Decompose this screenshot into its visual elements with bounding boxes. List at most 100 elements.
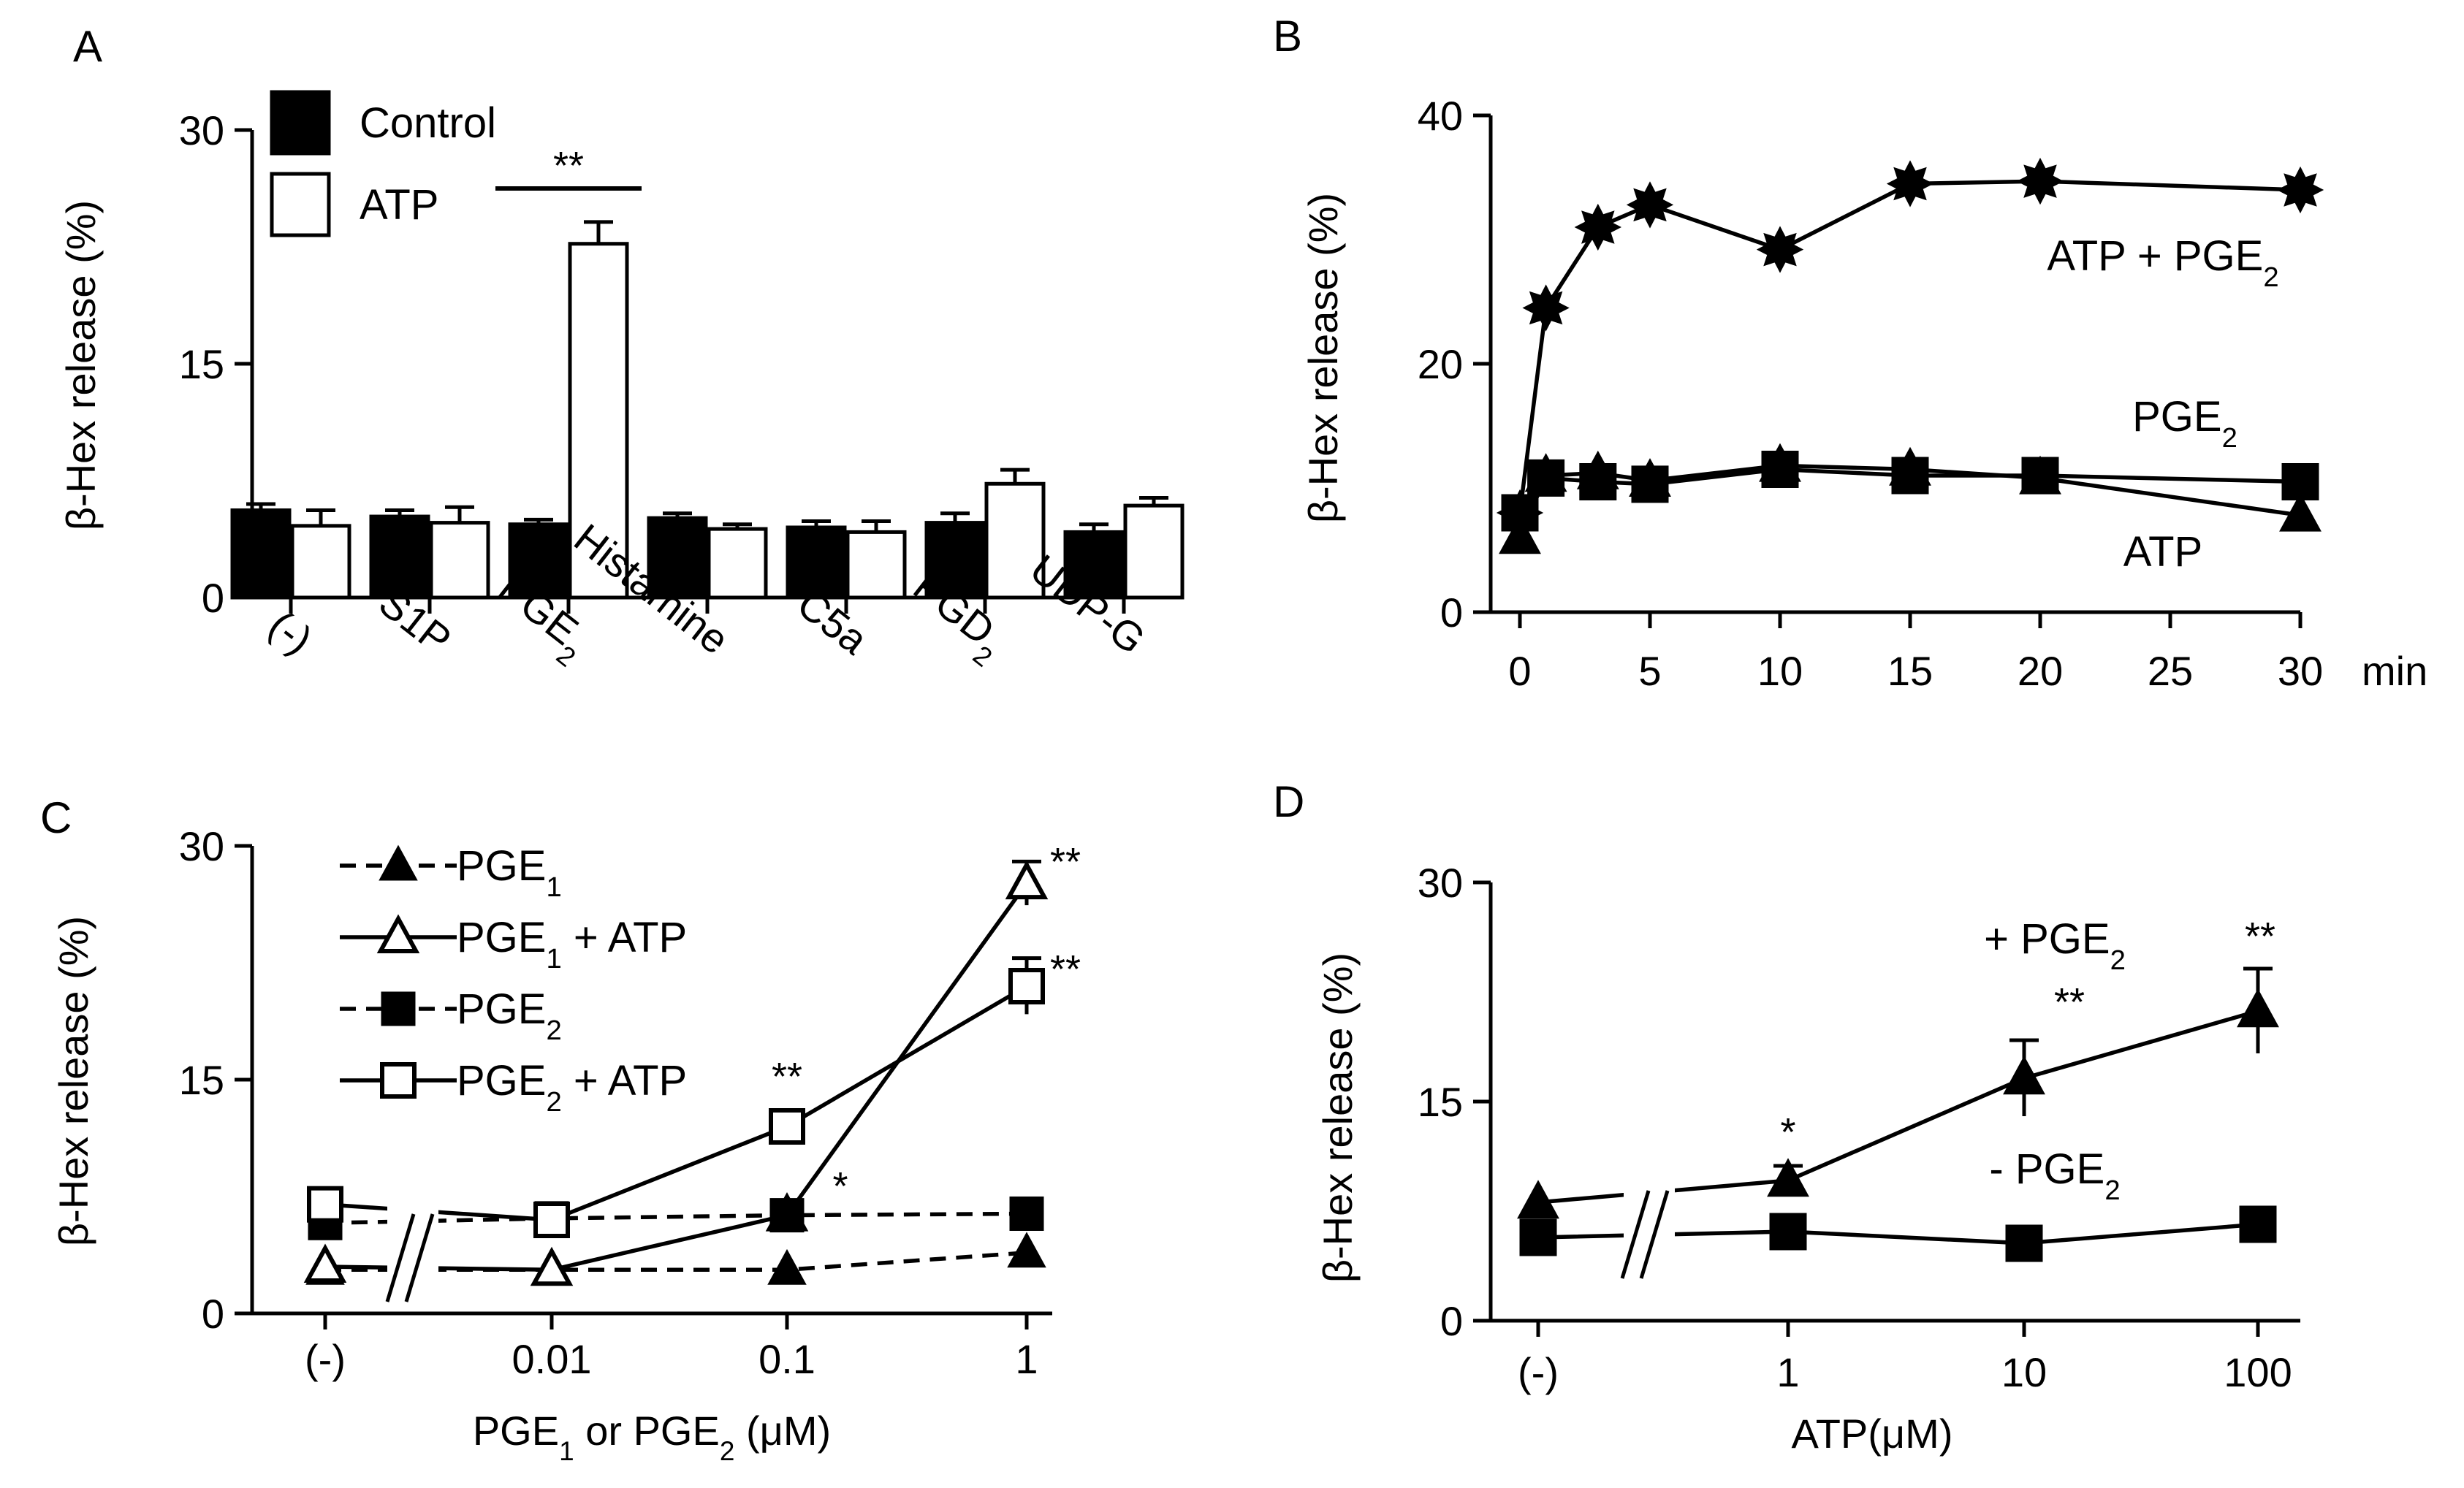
legend-marker-square-filled (381, 991, 416, 1026)
data-point-triangle-filled (2237, 988, 2279, 1028)
axis-break-2 (404, 1213, 435, 1302)
x-axis-label: min (2362, 648, 2427, 694)
significance-label: ** (1050, 840, 1081, 884)
data-point-square-open (769, 1108, 805, 1145)
x-tick-label: (-) (305, 1336, 346, 1382)
y-tick-label: 0 (1440, 590, 1463, 636)
data-point-square-filled (1009, 1196, 1044, 1231)
bar-atp-6 (1123, 503, 1185, 600)
bar-control-0 (230, 508, 292, 600)
bar-control-2 (508, 522, 569, 600)
significance-label: ** (2245, 915, 2275, 958)
x-tick-label: 30 (2278, 648, 2323, 694)
data-point-triangle-filled (2003, 1056, 2045, 1095)
data-point-star (1756, 226, 1804, 273)
y-tick-label: 40 (1418, 93, 1463, 139)
legend-label: Control (360, 99, 496, 147)
axis-break-gap (1624, 1140, 1675, 1308)
series-label-plus-pge2: + PGE2 (1984, 915, 2126, 976)
bar-control-1 (369, 514, 430, 600)
x-tick-label: 15 (1887, 648, 1933, 694)
y-axis-label: β-Hex release (%) (1300, 193, 1346, 523)
series-label-pge2: PGE2 (2132, 393, 2237, 454)
significance-label: * (1780, 1110, 1795, 1154)
panel-d: D 0 15 30 (-) 1 10 100 ATP(μM) β-Hex release (%) *… (1273, 777, 2300, 1457)
y-tick-label: 0 (1440, 1298, 1463, 1344)
x-axis-label: ATP(μM) (1792, 1411, 1953, 1457)
data-point-star (2016, 157, 2064, 205)
y-axis-label: β-Hex release (%) (58, 200, 104, 530)
legend-label: PGE1 + ATP (457, 914, 687, 974)
bar-control-3 (647, 516, 708, 600)
data-point-square (1579, 463, 1617, 500)
x-tick-label: (-) (1518, 1349, 1559, 1395)
y-axis-label: β-Hex release (%) (50, 916, 96, 1246)
data-point-square-filled (769, 1198, 805, 1233)
y-axis-label: β-Hex release (%) (1315, 953, 1361, 1283)
panel-label-b: B (1273, 12, 1302, 61)
data-point-star (1626, 181, 1674, 229)
y-tick-label: 0 (202, 575, 224, 621)
data-point-square-filled (2239, 1205, 2277, 1243)
panel-label-a: A (73, 22, 102, 71)
data-point-square-filled (1519, 1218, 1557, 1256)
y-tick-label: 15 (179, 341, 224, 387)
x-tick-label: (-) (261, 601, 322, 663)
data-point-triangle-open (530, 1246, 574, 1286)
y-tick-label: 30 (179, 823, 224, 869)
legend-marker-triangle-open (376, 914, 420, 953)
data-point-triangle-filled (1517, 1180, 1559, 1219)
legend-label: PGE2 (457, 985, 562, 1046)
data-point-star (1886, 160, 1934, 207)
x-tick-label: 5 (1638, 648, 1661, 694)
bar-atp-2 (568, 242, 629, 600)
data-point-square (2281, 463, 2319, 500)
panel-c: C 0 15 30 (-) 0.01 0.1 1 PGE1 or PGE2 (μM) β-Hex … (40, 793, 1081, 1466)
x-tick-label: 100 (2224, 1349, 2292, 1395)
data-point-star (1496, 489, 1544, 537)
x-tick-label: 0.1 (758, 1336, 815, 1382)
bar-atp-4 (845, 530, 907, 600)
y-tick-label: 30 (1418, 860, 1463, 906)
x-tick-label: 1 (1015, 1336, 1038, 1382)
panel-label-c: C (40, 793, 72, 842)
legend-label: ATP (360, 181, 439, 229)
data-point-triangle-open (303, 1243, 347, 1283)
data-point-star (1574, 203, 1621, 251)
legend-label: PGE2 + ATP (457, 1057, 687, 1118)
y-tick-label: 15 (1418, 1079, 1463, 1125)
data-point-triangle-filled (1007, 1232, 1046, 1268)
x-tick-label: 20 (2018, 648, 2063, 694)
x-tick-label: 10 (1757, 648, 1803, 694)
x-axis-label: PGE1 or PGE2 (μM) (473, 1408, 831, 1466)
data-point-square-open (307, 1186, 343, 1223)
data-point-square (1761, 451, 1799, 488)
significance-label: ** (553, 144, 584, 188)
data-point-square (1527, 459, 1565, 497)
legend-swatch-atp (270, 172, 331, 237)
data-point-square (1631, 465, 1669, 503)
legend-marker-triangle-filled (379, 844, 418, 881)
y-tick-label: 0 (202, 1291, 224, 1337)
y-tick-label: 20 (1418, 341, 1463, 387)
series-label-minus-pge2: - PGE2 (1989, 1145, 2120, 1206)
data-point-triangle-open (1005, 860, 1049, 900)
significance-label: ** (2054, 980, 2085, 1024)
x-tick-label: 10 (2001, 1349, 2047, 1395)
significance-label: * (832, 1164, 848, 1208)
data-point-star (2276, 166, 2324, 214)
significance-label: ** (772, 1055, 802, 1099)
x-tick-label: 0.01 (512, 1336, 592, 1382)
legend-marker-square-open (380, 1062, 417, 1099)
legend-swatch-control (270, 90, 331, 156)
data-point-square (1891, 457, 1929, 495)
bar-atp-3 (707, 527, 768, 600)
series-label-atp-pge2: ATP + PGE2 (2047, 232, 2278, 293)
bar-control-4 (786, 525, 847, 600)
data-point-star (1522, 284, 1570, 332)
data-point-triangle (2279, 492, 2322, 532)
data-point-square-filled (1769, 1213, 1807, 1251)
panel-label-d: D (1273, 777, 1304, 826)
